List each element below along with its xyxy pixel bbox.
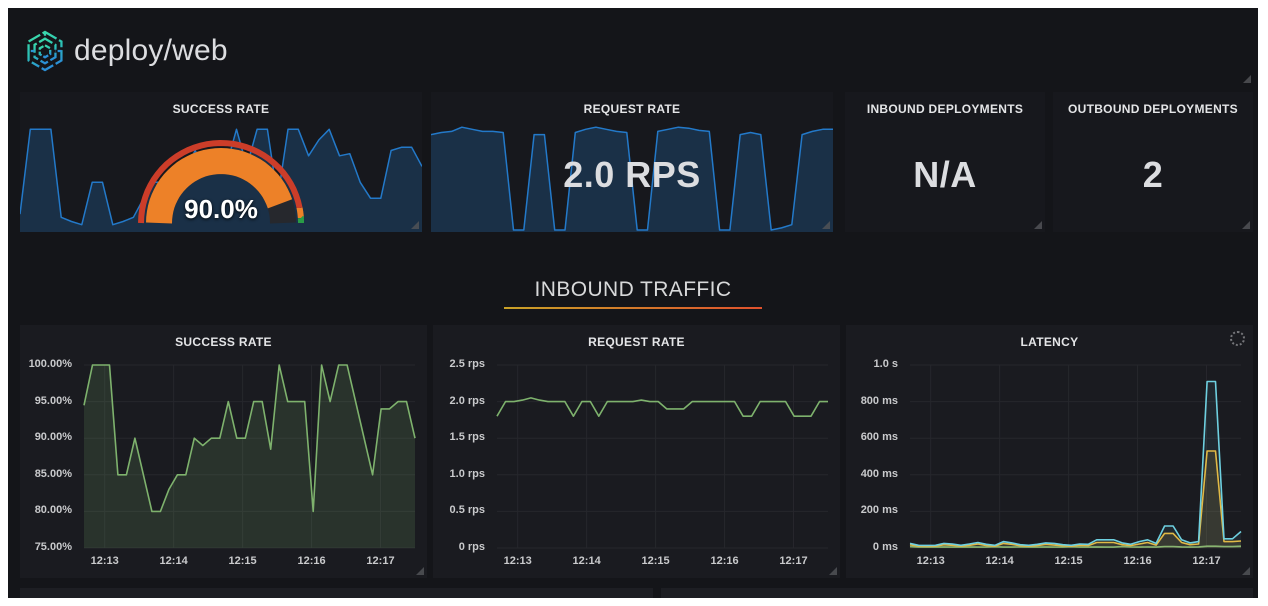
x-tick-label: 12:16 bbox=[297, 555, 326, 567]
y-tick-label: 0.5 rps bbox=[449, 504, 485, 517]
panel-request-rate-graph: REQUEST RATE 0 rps 0.5 rps 1.0 rps 1.5 rps 2… bbox=[433, 325, 840, 578]
x-tick-label: 12:16 bbox=[710, 555, 739, 567]
y-tick-label: 1.0 rps bbox=[449, 467, 485, 480]
dashboard-title: deploy/web bbox=[74, 34, 228, 67]
panel-latency-graph: LATENCY 0 ms 200 ms 400 ms 600 ms 800 ms 1.0 … bbox=[846, 325, 1253, 578]
y-tick-label: 1.0 s bbox=[873, 358, 898, 370]
y-tick-label: 85.00% bbox=[34, 467, 72, 480]
panel-title[interactable]: REQUEST RATE bbox=[588, 335, 685, 349]
x-tick-label: 12:15 bbox=[1054, 555, 1083, 567]
x-tick-label: 12:15 bbox=[228, 555, 257, 567]
resize-handle[interactable] bbox=[829, 567, 837, 575]
y-tick-label: 1.5 rps bbox=[449, 431, 485, 444]
x-tick-label: 12:14 bbox=[159, 555, 188, 567]
success-rate-chart[interactable]: 75.00% 80.00% 85.00% 90.00% 95.00% 100.00% 12:… bbox=[20, 325, 427, 578]
panel-outbound-deployments: OUTBOUND DEPLOYMENTS 2 bbox=[1053, 92, 1253, 232]
panel-title[interactable]: LATENCY bbox=[1020, 335, 1079, 349]
y-tick-label: 75.00% bbox=[34, 541, 72, 553]
y-tick-label: 2.0 rps bbox=[449, 394, 485, 407]
next-row-panel-partial bbox=[661, 588, 1253, 598]
y-tick-label: 2.5 rps bbox=[449, 358, 485, 370]
y-tick-label: 800 ms bbox=[860, 394, 898, 407]
resize-handle[interactable] bbox=[1034, 221, 1042, 229]
y-tick-label: 80.00% bbox=[34, 504, 72, 517]
section-inbound-traffic: INBOUND TRAFFIC bbox=[8, 266, 1258, 320]
panel-title[interactable]: OUTBOUND DEPLOYMENTS bbox=[1067, 102, 1238, 116]
resize-handle[interactable] bbox=[411, 221, 419, 229]
x-tick-label: 12:14 bbox=[985, 555, 1014, 567]
panel-title[interactable]: SUCCESS RATE bbox=[175, 335, 272, 349]
y-tick-label: 0 ms bbox=[872, 541, 898, 553]
app-logo-icon bbox=[27, 30, 63, 72]
y-tick-label: 400 ms bbox=[860, 467, 898, 480]
y-tick-label: 100.00% bbox=[28, 358, 72, 370]
panel-title[interactable]: SUCCESS RATE bbox=[172, 102, 270, 116]
request-rate-sparkline bbox=[430, 120, 833, 232]
grafana-dashboard: deploy/web SUCCESS RATE 90.0% REQUEST RA… bbox=[8, 8, 1258, 598]
x-tick-label: 12:17 bbox=[779, 555, 808, 567]
y-tick-label: 600 ms bbox=[860, 431, 898, 444]
resize-handle[interactable] bbox=[1242, 567, 1250, 575]
success-rate-gauge: 90.0% bbox=[133, 135, 309, 227]
brand: deploy/web bbox=[26, 30, 228, 72]
x-tick-label: 12:16 bbox=[1123, 555, 1152, 567]
request-rate-value: 2.0 RPS bbox=[563, 154, 701, 195]
panel-success-rate-stat: SUCCESS RATE 90.0% bbox=[19, 92, 423, 232]
panel-inbound-deployments: INBOUND DEPLOYMENTS N/A bbox=[845, 92, 1045, 232]
resize-handle[interactable] bbox=[1243, 75, 1251, 83]
x-tick-label: 12:15 bbox=[641, 555, 670, 567]
y-tick-label: 95.00% bbox=[34, 394, 72, 407]
loading-spinner-icon bbox=[1230, 331, 1245, 346]
x-tick-label: 12:17 bbox=[366, 555, 395, 567]
panel-success-rate-graph: SUCCESS RATE 75.00% 80.00% 85.00% 90.00% 95.… bbox=[20, 325, 427, 578]
x-tick-label: 12:13 bbox=[916, 555, 945, 567]
x-tick-label: 12:13 bbox=[503, 555, 532, 567]
next-row-panel-partial bbox=[20, 588, 653, 598]
y-tick-label: 0 rps bbox=[458, 541, 485, 553]
request-rate-chart[interactable]: 0 rps 0.5 rps 1.0 rps 1.5 rps 2.0 rps 2.5 rps… bbox=[433, 325, 840, 578]
panel-title[interactable]: REQUEST RATE bbox=[583, 102, 681, 116]
x-tick-label: 12:13 bbox=[90, 555, 119, 567]
dashboard-header-panel: deploy/web bbox=[12, 8, 1254, 86]
inbound-deployments-value: N/A bbox=[913, 154, 977, 195]
resize-handle[interactable] bbox=[416, 567, 424, 575]
x-tick-label: 12:17 bbox=[1192, 555, 1221, 567]
y-tick-label: 200 ms bbox=[860, 504, 898, 517]
outbound-deployments-value: 2 bbox=[1142, 154, 1164, 195]
section-title[interactable]: INBOUND TRAFFIC bbox=[534, 278, 732, 301]
resize-handle[interactable] bbox=[1242, 221, 1250, 229]
section-underline bbox=[504, 307, 762, 309]
latency-chart[interactable]: 0 ms 200 ms 400 ms 600 ms 800 ms 1.0 s 12:13 12… bbox=[846, 325, 1253, 578]
success-rate-value: 90.0% bbox=[184, 194, 258, 224]
x-tick-label: 12:14 bbox=[572, 555, 601, 567]
resize-handle[interactable] bbox=[822, 221, 830, 229]
panel-title[interactable]: INBOUND DEPLOYMENTS bbox=[866, 102, 1024, 116]
panel-request-rate-stat: REQUEST RATE 2.0 RPS bbox=[430, 92, 833, 232]
y-tick-label: 90.00% bbox=[34, 431, 72, 444]
